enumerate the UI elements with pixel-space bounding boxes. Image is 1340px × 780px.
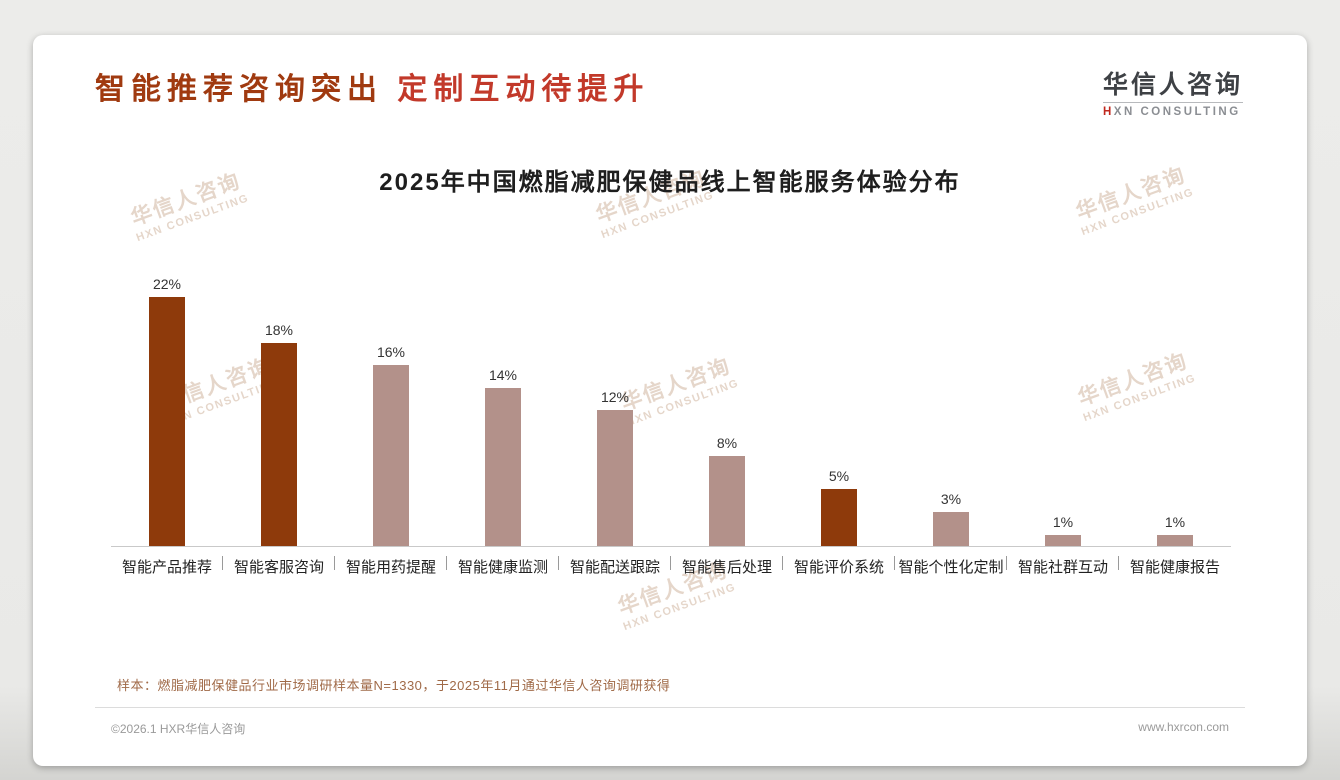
bar — [1045, 535, 1081, 546]
category-label: 智能评价系统 — [783, 547, 895, 577]
category-label: 智能配送跟踪 — [559, 547, 671, 577]
bar — [709, 456, 745, 546]
bar-group-8: 3% — [895, 491, 1007, 546]
bar — [261, 343, 297, 546]
bar-value-label: 1% — [1052, 514, 1074, 530]
bar-value-label: 5% — [828, 468, 850, 484]
page-title-part1: 智能推荐咨询突出 — [95, 73, 383, 106]
bar — [373, 365, 409, 546]
bar — [597, 410, 633, 546]
bar-group-7: 5% — [783, 468, 895, 546]
bar-group-2: 18% — [223, 322, 335, 546]
bar — [933, 512, 969, 546]
category-label: 智能个性化定制 — [895, 547, 1007, 577]
category-label: 智能产品推荐 — [111, 547, 223, 577]
logo-english-text: HXN CONSULTING — [1102, 102, 1243, 118]
bar — [485, 388, 521, 546]
bar-group-1: 22% — [111, 276, 223, 546]
category-label: 智能社群互动 — [1007, 547, 1119, 577]
bar-value-label: 14% — [488, 367, 518, 383]
category-label: 智能健康报告 — [1129, 559, 1220, 576]
bar — [821, 489, 857, 546]
category-label: 智能客服咨询 — [223, 547, 335, 577]
bar-group-5: 12% — [559, 389, 671, 546]
bar-value-label: 1% — [1164, 514, 1186, 530]
footer: ©2026.1 HXR华信人咨询 www.hxrcon.com — [95, 707, 1245, 737]
slide-card: 华信人咨询 HXN CONSULTING 华信人咨询 HXN CONSULTING 华信… — [33, 35, 1307, 766]
logo-chinese-text: 华信人咨询 — [1102, 71, 1243, 99]
company-logo: 华信人咨询 HXN CONSULTING — [1102, 71, 1243, 118]
footer-website: www.hxrcon.com — [1138, 720, 1229, 734]
sample-footnote: 样本：燃脂减肥保健品行业市场调研样本量N=1330，于2025年11月通过华信人… — [117, 678, 671, 693]
bar-value-label: 18% — [264, 322, 294, 338]
slide-content: 智能推荐咨询突出 定制互动待提升 华信人咨询 HXN CONSULTING 20… — [33, 35, 1307, 737]
category-label: 智能用药提醒 — [335, 547, 447, 577]
bar — [1157, 535, 1193, 546]
bar-value-label: 16% — [376, 344, 406, 360]
bar-group-10: 1% — [1119, 514, 1231, 546]
header: 智能推荐咨询突出 定制互动待提升 华信人咨询 HXN CONSULTING — [33, 35, 1307, 118]
logo-english-rest: XN CONSULTING — [1113, 106, 1241, 118]
category-label: 智能售后处理 — [671, 547, 783, 577]
page-title: 智能推荐咨询突出 定制互动待提升 — [95, 71, 649, 109]
chart-title: 2025年中国燃脂减肥保健品线上智能服务体验分布 — [379, 169, 961, 196]
bar — [149, 297, 185, 546]
bar-group-6: 8% — [671, 435, 783, 546]
category-label: 智能健康监测 — [447, 547, 559, 577]
bar-value-label: 3% — [940, 491, 962, 507]
bar-value-label: 22% — [152, 276, 182, 292]
bar-value-label: 8% — [716, 435, 738, 451]
bar-group-4: 14% — [447, 367, 559, 546]
bar-value-label: 12% — [600, 389, 630, 405]
logo-accent-letter: H — [1102, 106, 1114, 118]
chart-category-axis: 智能产品推荐 智能客服咨询 智能用药提醒 智能健康监测 智能配送跟踪 智能售后处理 智能评价… — [111, 547, 1231, 577]
bar-chart: 22% 18% 16% 14% 12% 8% 5% 3% 1% 1% 智能产品推荐 智能客服咨询 智能… — [111, 197, 1231, 577]
footer-copyright: ©2026.1 HXR华信人咨询 — [111, 722, 246, 736]
chart-plot-area: 22% 18% 16% 14% 12% 8% 5% 3% 1% 1% — [111, 267, 1231, 547]
bar-group-3: 16% — [335, 344, 447, 546]
page-title-part2: 定制互动待提升 — [397, 73, 650, 106]
bar-group-9: 1% — [1007, 514, 1119, 546]
